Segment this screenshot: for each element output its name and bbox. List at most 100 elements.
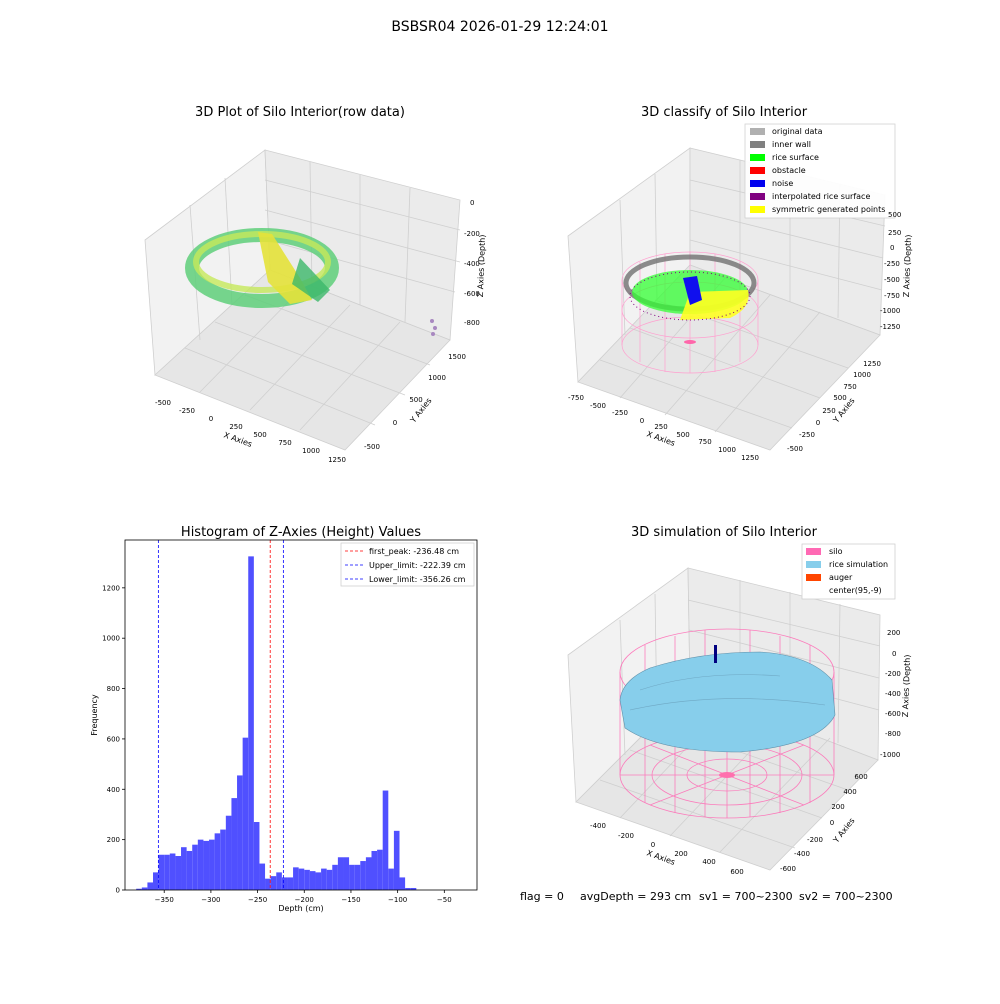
histogram-bar — [203, 840, 210, 890]
sim-y-ticks: -600 -400 -200 0 200 400 600 — [780, 773, 868, 873]
legend-swatch-rice-surface — [750, 154, 765, 161]
raw-z-tick: 0 — [470, 199, 474, 207]
classify-y-tick: -500 — [787, 445, 803, 453]
classify-x-tick: -250 — [612, 409, 628, 417]
histogram-bar — [337, 857, 344, 890]
sim-y-tick: -200 — [807, 836, 823, 844]
histogram-bar — [410, 887, 417, 890]
histogram-y-tick-label: 400 — [107, 786, 120, 794]
histogram-bar — [237, 775, 243, 890]
histogram-bar — [382, 790, 389, 890]
histogram-y-tick-label: 600 — [107, 735, 120, 743]
histogram-bar — [225, 815, 232, 890]
histogram-bar — [209, 839, 215, 890]
sim-legend: silo rice simulation auger center(95,-9) — [801, 543, 896, 600]
sim-x-tick: -400 — [590, 822, 606, 830]
legend-swatch-auger — [806, 574, 821, 581]
panel-histogram: Histogram of Z-Axies (Height) Values −35… — [90, 525, 478, 913]
histogram-x-tick-label: −50 — [437, 896, 452, 904]
raw-z-tick: -200 — [464, 230, 480, 238]
classify-legend-box — [744, 123, 896, 219]
classify-point-cloud — [623, 254, 757, 344]
histogram-x-tick-label: −250 — [248, 896, 267, 904]
classify-y-tick: 500 — [833, 394, 846, 402]
histogram-bar — [393, 830, 400, 890]
sim-z-tick: -800 — [885, 730, 901, 738]
raw-x-ticks: -500 -250 0 250 500 750 1000 1250 — [155, 399, 346, 464]
sim-y-label: Y Axies — [831, 816, 857, 845]
classify-z-tick: -1000 — [880, 307, 900, 315]
histogram-bar — [270, 876, 277, 890]
classify-y-tick: 1000 — [853, 371, 871, 379]
histogram-bar — [231, 798, 238, 890]
panel-classify-title: 3D classify of Silo Interior — [641, 105, 808, 120]
histogram-y-tick-label: 1000 — [102, 635, 120, 643]
histogram-bar — [164, 854, 170, 890]
status-sv2: sv2 = 700~2300 — [799, 890, 893, 903]
classify-y-tick: 250 — [822, 407, 835, 415]
classify-x-tick: -500 — [590, 402, 606, 410]
raw-point-cloud — [185, 228, 437, 336]
sim-y-tick: 400 — [843, 788, 856, 796]
histogram-bar — [332, 864, 338, 890]
status-line: flag = 0 avgDepth = 293 cm sv1 = 700~230… — [520, 890, 893, 903]
raw-x-tick: -250 — [179, 407, 195, 415]
panel-raw-title: 3D Plot of Silo Interior(row data) — [195, 105, 405, 120]
raw-y-tick: 1000 — [428, 374, 446, 382]
legend-label-center: center(95,-9) — [829, 586, 882, 595]
histogram-bar — [309, 871, 316, 890]
sim-y-tick: 200 — [831, 803, 844, 811]
classify-y-tick: 0 — [816, 419, 820, 427]
raw-x-tick: 0 — [209, 415, 213, 423]
histogram-bar — [259, 863, 266, 890]
legend-label-auger: auger — [829, 573, 853, 582]
legend-label-rice-surface: rice surface — [772, 153, 819, 162]
classify-y-tick: 750 — [843, 383, 856, 391]
raw-x-tick: -500 — [155, 399, 171, 407]
histogram-title: Histogram of Z-Axies (Height) Values — [181, 525, 421, 540]
histogram-legend: first_peak: -236.48 cm Upper_limit: -222… — [340, 542, 475, 587]
legend-label-symmetric: symmetric generated points — [772, 205, 885, 214]
sim-x-tick: 400 — [702, 858, 715, 866]
histogram-y-tick-label: 200 — [107, 836, 120, 844]
classify-z-tick: -250 — [884, 260, 900, 268]
sim-x-tick: 200 — [674, 850, 687, 858]
legend-label-first-peak: first_peak: -236.48 cm — [369, 547, 459, 556]
raw-y-ticks: -500 0 500 1000 1500 — [364, 353, 466, 451]
histogram-y-ticks: 0 200 400 600 800 1000 1200 — [102, 584, 125, 895]
legend-label-obstacle: obstacle — [772, 166, 806, 175]
classify-x-tick: 250 — [654, 423, 667, 431]
sim-auger — [714, 645, 717, 663]
sim-y-tick: 0 — [830, 819, 834, 827]
raw-y-tick: 0 — [393, 419, 397, 427]
histogram-bar — [253, 822, 260, 890]
sim-z-tick: 200 — [887, 629, 900, 637]
raw-y-tick: -500 — [364, 443, 380, 451]
legend-label-original: original data — [772, 127, 823, 136]
histogram-bar — [147, 882, 154, 890]
panel-raw-data: 3D Plot of Silo Interior(row data) -500 … — [144, 105, 487, 464]
histogram-bar — [326, 869, 333, 890]
histogram-bar — [360, 861, 366, 890]
histogram-bar — [399, 877, 406, 890]
sim-z-ticks: 200 0 -200 -400 -600 -800 -1000 — [880, 629, 901, 759]
histogram-bar — [214, 833, 221, 890]
histogram-bar — [242, 737, 249, 890]
classify-x-ticks: -750 -500 -250 0 250 500 750 1000 1250 — [568, 394, 759, 462]
histogram-bar — [321, 868, 327, 890]
status-flag: flag = 0 — [520, 890, 564, 903]
legend-label-lower-limit: Lower_limit: -356.26 cm — [369, 575, 466, 584]
histogram-bar — [169, 853, 176, 890]
sim-x-label: X Axies — [645, 848, 676, 867]
histogram-bar — [371, 850, 378, 890]
classify-noise-points — [683, 276, 702, 305]
histogram-y-label: Frequency — [90, 694, 99, 736]
histogram-bar — [349, 864, 355, 890]
classify-y-tick: -250 — [799, 431, 815, 439]
figure-title: BSBSR04 2026-01-29 12:24:01 — [391, 19, 608, 35]
histogram-x-tick-label: −200 — [295, 896, 314, 904]
histogram-bar — [158, 854, 165, 890]
sim-x-tick: -200 — [618, 832, 634, 840]
classify-z-tick: -750 — [884, 292, 900, 300]
